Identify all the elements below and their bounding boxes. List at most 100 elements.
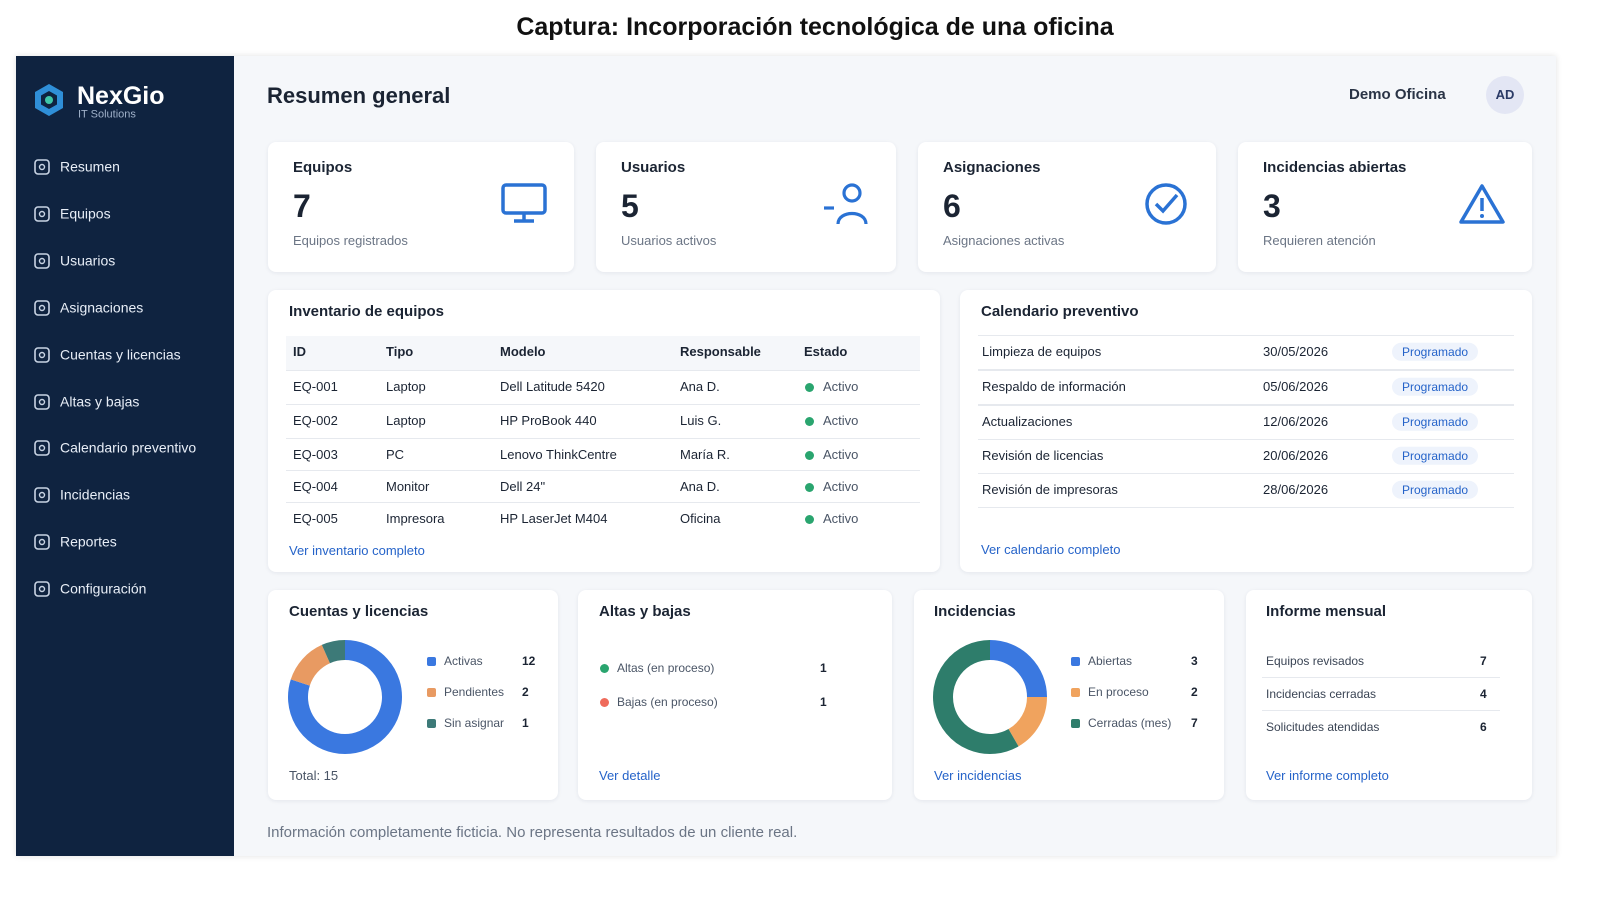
- menu-item[interactable]: Resumen: [16, 149, 234, 185]
- status-text: Activo: [823, 413, 859, 429]
- kpi-caption: Requieren atención: [1263, 233, 1376, 249]
- menu-item[interactable]: Cuentas y licencias: [16, 337, 234, 373]
- menu-item[interactable]: Reportes: [16, 524, 234, 560]
- kpi-card: Usuarios 5 Usuarios activos: [596, 142, 896, 272]
- link[interactable]: Ver detalle: [599, 768, 661, 784]
- cell: Dell Latitude 5420: [500, 379, 605, 395]
- row-divider: [978, 405, 1514, 406]
- task-name: Revisión de licencias: [982, 448, 1104, 464]
- link[interactable]: Ver incidencias: [934, 768, 1022, 784]
- cell: HP LaserJet M404: [500, 511, 608, 527]
- menu-icon: [34, 159, 50, 175]
- column-header: ID: [293, 344, 306, 360]
- menu-icon: [34, 534, 50, 550]
- cell: Ana D.: [680, 479, 720, 495]
- status-pill: Programado: [1392, 446, 1479, 466]
- section-title: Altas y bajas: [599, 603, 691, 620]
- row-divider: [978, 335, 1514, 336]
- report-value: 7: [1480, 653, 1487, 668]
- donut-chart: [933, 640, 1047, 754]
- menu-item[interactable]: Usuarios: [16, 243, 234, 279]
- cell: Impresora: [386, 511, 445, 527]
- kpi-label: Incidencias abiertas: [1263, 159, 1407, 176]
- legend-label: Pendientes: [444, 684, 505, 699]
- brand-logo: [35, 84, 63, 116]
- brand-name: NexGio: [77, 82, 165, 110]
- column-header: Tipo: [386, 344, 414, 360]
- task-date: 12/06/2026: [1263, 414, 1329, 430]
- menu-icon: [34, 440, 50, 457]
- menu-icon: [34, 299, 50, 316]
- status-dot: [600, 698, 609, 707]
- menu-item[interactable]: Asignaciones: [16, 290, 234, 326]
- legend-swatch: [427, 657, 436, 666]
- status-dot: [805, 451, 814, 460]
- cell: EQ-005: [293, 511, 338, 527]
- footer-note: Información completamente ficticia. No r…: [267, 824, 798, 841]
- cell: Oficina: [680, 511, 721, 527]
- report-label: Equipos revisados: [1266, 653, 1365, 668]
- row-divider: [286, 370, 920, 371]
- donut-chart: [288, 640, 402, 754]
- link[interactable]: Ver inventario completo: [289, 543, 425, 559]
- calendar-card: Calendario preventivo Limpieza de equipos…: [960, 290, 1532, 572]
- legend-swatch: [1071, 657, 1080, 666]
- donut-segment: [989, 640, 1047, 698]
- legend-label: Cerradas (mes): [1088, 715, 1172, 730]
- status-pill: Programado: [1392, 480, 1479, 500]
- menu-item[interactable]: Calendario preventivo: [16, 430, 234, 466]
- kpi-card: Equipos 7 Equipos registrados: [268, 142, 574, 272]
- menu-label: Reportes: [60, 533, 117, 550]
- kpi-icon: [1459, 184, 1505, 224]
- item-label: Altas (en proceso): [617, 660, 715, 675]
- row-divider: [978, 369, 1514, 370]
- legend-swatch: [427, 688, 436, 697]
- link[interactable]: Ver informe completo: [1266, 768, 1389, 784]
- report-value: 4: [1480, 686, 1487, 701]
- legend-value: 3: [1191, 653, 1198, 668]
- menu-item[interactable]: Configuración: [16, 571, 234, 607]
- column-header: Responsable: [680, 344, 761, 360]
- cell: Monitor: [386, 479, 430, 495]
- menu-label: Altas y bajas: [60, 393, 140, 410]
- user-name: Demo Oficina: [1349, 86, 1446, 103]
- column-header: Modelo: [500, 344, 546, 360]
- kpi-icon: [1145, 183, 1187, 225]
- cell: EQ-003: [293, 447, 338, 463]
- kpi-label: Asignaciones: [943, 159, 1041, 176]
- link[interactable]: Ver calendario completo: [981, 542, 1121, 558]
- status-dot: [805, 483, 814, 492]
- licenses-card: Cuentas y licencias Activas 12 Pendientes 2 S…: [268, 590, 558, 800]
- legend-swatch: [1071, 688, 1080, 697]
- menu-item[interactable]: Incidencias: [16, 477, 234, 513]
- task-name: Revisión de impresoras: [982, 482, 1118, 498]
- column-header: Estado: [804, 344, 848, 360]
- status-dot: [600, 664, 609, 673]
- row-divider: [1262, 710, 1500, 711]
- item-value: 1: [820, 694, 827, 709]
- task-name: Respaldo de información: [982, 379, 1126, 395]
- row-divider: [978, 473, 1514, 474]
- row-divider: [286, 438, 920, 439]
- menu-label: Usuarios: [60, 252, 116, 269]
- donut-segment: [933, 640, 1019, 754]
- kpi-caption: Asignaciones activas: [943, 233, 1065, 249]
- task-name: Actualizaciones: [982, 414, 1073, 430]
- legend-label: Abiertas: [1088, 653, 1133, 668]
- cell: EQ-004: [293, 479, 338, 495]
- avatar[interactable]: AD: [1486, 76, 1524, 114]
- status-text: Activo: [823, 447, 859, 463]
- menu-item[interactable]: Equipos: [16, 196, 234, 232]
- menu-label: Resumen: [60, 158, 120, 175]
- menu-item[interactable]: Altas y bajas: [16, 384, 234, 420]
- legend-label: Sin asignar: [444, 715, 505, 730]
- menu-icon: [34, 252, 50, 269]
- legend-value: 2: [522, 684, 529, 699]
- kpi-value: 7: [293, 187, 311, 224]
- kpi-icon: [824, 183, 868, 225]
- menu-icon: [34, 206, 50, 222]
- cell: HP ProBook 440: [500, 413, 597, 429]
- row-divider: [286, 404, 920, 405]
- total-label: Total: 15: [289, 768, 339, 784]
- page-heading: Resumen general: [267, 82, 451, 108]
